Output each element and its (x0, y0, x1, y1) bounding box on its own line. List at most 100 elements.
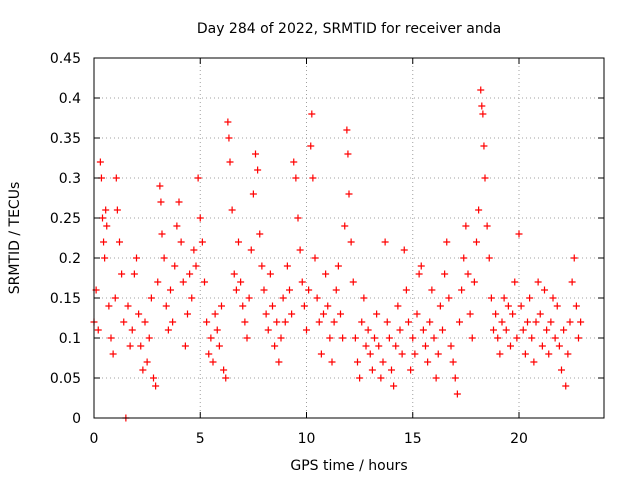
data-point (220, 366, 228, 374)
data-point (341, 222, 349, 230)
data-point (424, 358, 432, 366)
data-point (560, 326, 568, 334)
data-point (504, 302, 512, 310)
data-point (354, 358, 361, 366)
data-point (375, 342, 383, 350)
data-point (147, 294, 155, 302)
y-tick-labels: 0 0.05 0.1 0.15 0.2 0.25 0.3 0.35 0.4 0.45 (50, 51, 81, 427)
data-point (555, 342, 563, 350)
data-point (126, 342, 134, 350)
data-point (271, 342, 279, 350)
data-point (392, 342, 400, 350)
data-point (347, 238, 355, 246)
y-tick-label: 0.45 (50, 51, 81, 67)
data-point (396, 326, 404, 334)
data-point (517, 302, 525, 310)
data-point (553, 302, 561, 310)
y-tick-label: 0.35 (50, 131, 81, 147)
data-point (477, 86, 485, 94)
x-tick-label: 10 (298, 431, 316, 447)
data-point (300, 302, 308, 310)
data-point (152, 382, 160, 390)
data-point (490, 326, 497, 334)
data-point (320, 310, 327, 318)
data-point (322, 270, 330, 278)
data-point (137, 342, 145, 350)
data-point (286, 286, 293, 294)
data-point (164, 326, 172, 334)
data-point (228, 206, 236, 214)
data-point (430, 334, 438, 342)
data-point (502, 326, 510, 334)
data-point (480, 142, 488, 150)
data-point (143, 358, 151, 366)
data-point (524, 318, 531, 326)
data-point (460, 254, 468, 262)
data-point (536, 310, 544, 318)
data-point (207, 334, 215, 342)
data-point (194, 174, 202, 182)
data-point (307, 142, 315, 150)
data-point (294, 214, 302, 222)
data-point (445, 294, 453, 302)
data-point (188, 294, 196, 302)
data-point (368, 366, 376, 374)
data-point (388, 366, 395, 374)
data-point (400, 246, 408, 254)
data-point (434, 350, 442, 358)
data-point (203, 318, 211, 326)
data-point (411, 350, 419, 358)
data-point (377, 374, 385, 382)
data-point (317, 350, 325, 358)
y-axis-label: SRMTID / TECUs (7, 182, 23, 295)
data-point (112, 174, 120, 182)
data-point (451, 374, 459, 382)
data-point (311, 254, 319, 262)
data-point (428, 286, 436, 294)
data-point (158, 230, 166, 238)
data-point (141, 318, 149, 326)
data-point (298, 278, 306, 286)
data-point (436, 302, 444, 310)
data-point (383, 318, 391, 326)
data-point (328, 358, 336, 366)
data-point (432, 374, 440, 382)
data-point (109, 350, 117, 358)
data-point (475, 206, 483, 214)
data-point (171, 262, 179, 270)
data-point (439, 326, 446, 334)
data-point (135, 310, 143, 318)
data-point (224, 118, 232, 126)
data-point (113, 206, 121, 214)
data-point (521, 350, 529, 358)
data-point (473, 238, 480, 246)
data-point (173, 222, 181, 230)
data-point (167, 286, 174, 294)
data-point (458, 286, 466, 294)
data-point (273, 318, 281, 326)
data-point (498, 318, 506, 326)
data-point (334, 262, 342, 270)
data-point (139, 366, 147, 374)
y-tick-label: 0.1 (59, 331, 81, 347)
data-point (239, 302, 247, 310)
data-point (124, 302, 132, 310)
data-point (175, 198, 183, 206)
data-point (345, 190, 353, 198)
data-point (379, 358, 387, 366)
data-point (381, 238, 389, 246)
data-point (209, 358, 217, 366)
data-point (577, 318, 585, 326)
data-point (101, 254, 109, 262)
data-point (568, 278, 576, 286)
data-point (447, 342, 455, 350)
data-point (385, 334, 393, 342)
data-point (551, 334, 559, 342)
data-point (157, 198, 165, 206)
data-point (339, 334, 347, 342)
data-point (453, 390, 461, 398)
data-point (288, 310, 296, 318)
data-point (422, 342, 429, 350)
data-point (279, 294, 287, 302)
